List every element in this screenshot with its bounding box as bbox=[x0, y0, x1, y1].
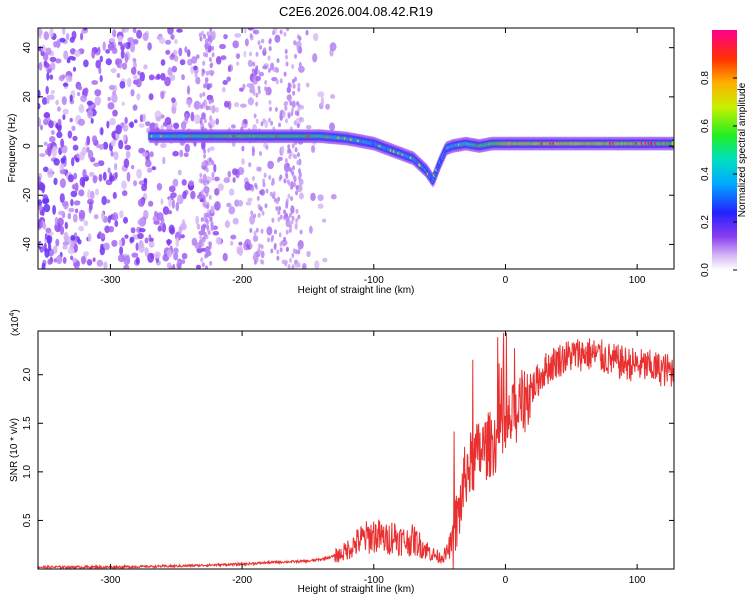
x-tick-label: 100 bbox=[629, 575, 646, 586]
colorbar-tick-label: 0.8 bbox=[700, 71, 711, 85]
colorbar-tick-label: 0.4 bbox=[700, 167, 711, 181]
x-tick-label: 0 bbox=[503, 575, 509, 586]
snr-y-scale-label: (x104) bbox=[9, 309, 21, 336]
colorbar-tick-label: 0.6 bbox=[700, 119, 711, 133]
x-tick-label: -200 bbox=[232, 275, 252, 286]
scale-suffix: ) bbox=[10, 309, 21, 312]
snr-frame bbox=[37, 330, 675, 570]
y-tick-label: -20 bbox=[22, 188, 33, 203]
colorbar: 0.0 0.2 0.4 0.6 0.8 Normalized spectral ampl… bbox=[700, 30, 748, 277]
colorbar-gradient bbox=[712, 30, 737, 270]
svg-text:(x104): (x104) bbox=[9, 309, 21, 336]
snr-y-label: SNR (10 * v/v) bbox=[9, 418, 20, 482]
scale-prefix: (x10 bbox=[10, 316, 21, 336]
figure-title: C2E6.2026.004.08.42.R19 bbox=[279, 4, 433, 19]
snr-background bbox=[38, 331, 674, 569]
spectrogram-x-axis: -300 -200 -100 0 100 bbox=[100, 28, 646, 286]
spectrogram-y-label: Frequency (Hz) bbox=[7, 114, 18, 183]
x-tick-label: -100 bbox=[364, 275, 384, 286]
scale-exponent: 4 bbox=[9, 313, 16, 317]
y-tick-label: 0.5 bbox=[22, 513, 33, 527]
spectral-ridge bbox=[147, 129, 674, 188]
spectrogram-frame bbox=[37, 27, 675, 270]
x-tick-label: -300 bbox=[100, 575, 120, 586]
x-tick-label: -200 bbox=[232, 575, 252, 586]
snr-panel: -300 -200 -100 0 100 0.5 1.0 1.5 2.0 Height of … bbox=[9, 309, 675, 595]
y-tick-label: 1.5 bbox=[22, 416, 33, 430]
y-tick-label: 20 bbox=[22, 91, 33, 103]
x-tick-label: -300 bbox=[100, 275, 120, 286]
y-tick-label: 0 bbox=[22, 143, 33, 149]
y-tick-label: 2.0 bbox=[22, 367, 33, 381]
x-tick-label: 0 bbox=[503, 275, 509, 286]
snr-x-label: Height of straight line (km) bbox=[298, 584, 415, 595]
spectrogram-x-label: Height of straight line (km) bbox=[298, 285, 415, 296]
spectrogram-y-axis: -40 -20 0 20 40 bbox=[22, 42, 674, 252]
y-tick-label: 40 bbox=[22, 42, 33, 54]
spectrogram-heatmap bbox=[38, 28, 674, 269]
colorbar-label: Normalized spectral amplitude bbox=[737, 82, 748, 217]
x-tick-label: 100 bbox=[629, 275, 646, 286]
colorbar-tick-label: 0.0 bbox=[700, 263, 711, 277]
y-tick-label: 1.0 bbox=[22, 464, 33, 478]
snr-x-axis: -300 -200 -100 0 100 bbox=[100, 331, 646, 586]
snr-y-axis: 0.5 1.0 1.5 2.0 bbox=[22, 367, 674, 527]
colorbar-ticks: 0.0 0.2 0.4 0.6 0.8 bbox=[700, 71, 737, 277]
colorbar-tick-label: 0.2 bbox=[700, 215, 711, 229]
x-tick-label: -100 bbox=[364, 575, 384, 586]
y-tick-label: -40 bbox=[22, 237, 33, 252]
snr-series-line bbox=[37, 332, 675, 570]
